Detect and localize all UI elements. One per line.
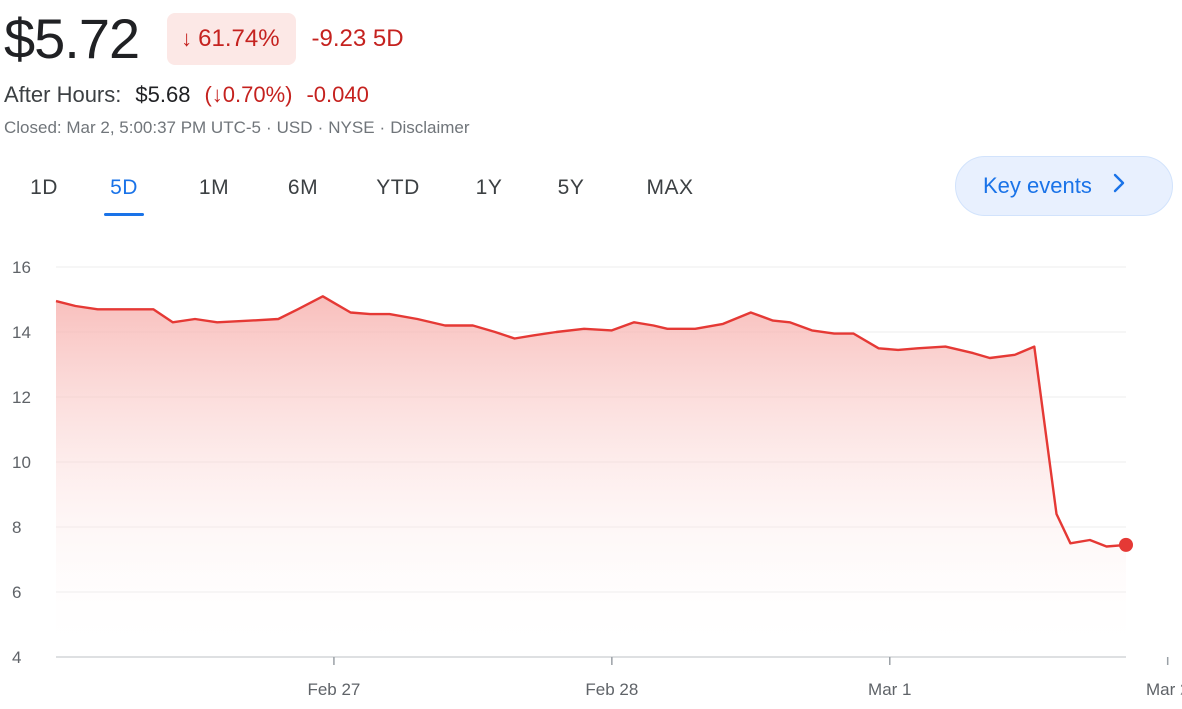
separator-dot: · [317,118,324,137]
change-percent: 61.74% [198,25,280,52]
key-events-label: Key events [983,173,1092,198]
currency-label: USD [276,118,313,137]
change-absolute: -9.23 5D [311,25,404,52]
closed-timestamp: Closed: Mar 2, 5:00:37 PM UTC-5 [4,118,261,137]
disclaimer-link[interactable]: Disclaimer [390,118,470,137]
x-tick-label: Mar 2 [1146,680,1182,699]
arrow-down-icon: ↓ [181,26,193,51]
x-tick-label: Feb 28 [585,680,638,699]
current-price: $5.72 [4,7,140,70]
range-tabs: 1D 5D 1M 6M YTD 1Y 5Y MAX [10,168,728,212]
y-tick-label: 14 [12,323,31,342]
tab-max[interactable]: MAX [646,176,694,199]
y-tick-label: 12 [12,388,31,407]
price-line [55,295,1127,548]
latest-price-marker [1119,537,1133,552]
price-area-fill [56,296,1126,657]
separator-dot: · [379,118,386,137]
exchange-label: NYSE [328,118,375,137]
market-status-row: Closed: Mar 2, 5:00:37 PM UTC-5 · USD · NYSE… [4,116,470,140]
chevron-right-icon [1112,172,1126,200]
tab-1y[interactable]: 1Y [475,176,503,199]
change-percent-badge: ↓ 61.74% [167,13,296,65]
after-hours-row: After Hours: $5.68 (↓0.70%) -0.040 [4,80,369,110]
y-tick-label: 16 [12,258,31,277]
x-tick-label: Feb 27 [307,680,360,699]
y-tick-label: 4 [12,648,21,667]
after-hours-percent: (↓0.70%) [204,82,293,107]
tab-ytd[interactable]: YTD [376,176,420,199]
tab-1m[interactable]: 1M [198,176,230,199]
y-tick-label: 8 [12,518,21,537]
price-row: $5.72 ↓ 61.74% -9.23 5D [4,6,404,72]
x-tick-label: Mar 1 [868,680,911,699]
separator-dot: · [265,118,272,137]
price-chart[interactable]: 4 6 8 10 12 14 16 Feb 27 Feb 28 Mar 1 Mar 2 [0,230,1182,709]
key-events-button[interactable]: Key events [955,156,1173,216]
tab-1d[interactable]: 1D [30,176,58,199]
y-tick-label: 6 [12,583,21,602]
y-tick-label: 10 [12,453,31,472]
after-hours-price: $5.68 [135,82,191,107]
after-hours-change: -0.040 [306,82,369,107]
tab-5d[interactable]: 5D [78,168,170,212]
tab-5y[interactable]: 5Y [557,176,585,199]
tab-6m[interactable]: 6M [287,176,319,199]
after-hours-label: After Hours: [4,82,122,107]
